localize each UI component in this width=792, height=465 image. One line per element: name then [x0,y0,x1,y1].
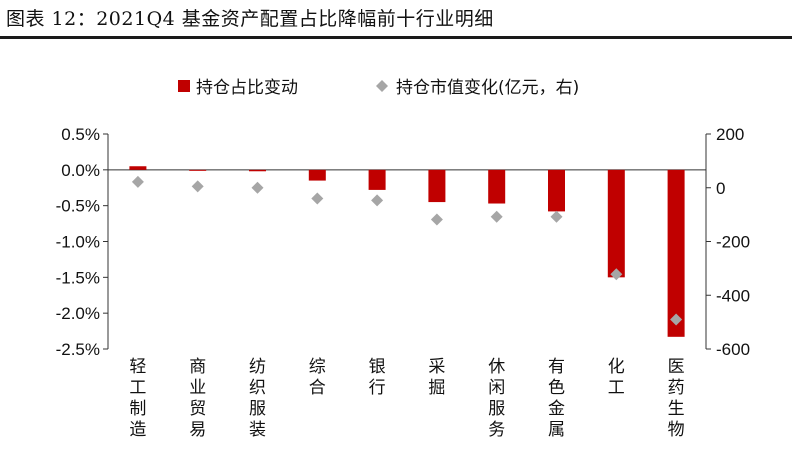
category-labels: 轻工制造 商业贸易 纺织服装 综合 银行 采掘 休闲服务 有色金属 化工 医药生物 [129,357,684,440]
bar [189,169,207,171]
title-rule [0,36,792,39]
bar [249,169,266,172]
legend: 持仓占比变动 持仓市值变化(亿元，右) [178,78,579,98]
marker-point [311,192,324,205]
left-tick-label: -2.0% [56,304,100,323]
category-label: 纺织服装 [249,357,266,440]
marker-point [490,210,503,223]
category-label: 商业贸易 [189,357,206,440]
bar-series [129,166,685,337]
bar [129,166,147,170]
category-label: 综合 [309,357,326,398]
bar [488,169,506,204]
legend-bar-label: 持仓占比变动 [196,78,298,98]
right-axis: 200 0 -200 -400 -600 [705,125,750,359]
marker-point [131,175,144,188]
right-tick-label: 0 [716,179,725,198]
left-axis: 0.5% 0.0% -0.5% -1.0% -1.5% -2.0% -2.5% [56,125,706,359]
left-tick-label: -1.5% [56,268,100,287]
left-tick-label: 0.0% [61,161,100,180]
bar [428,169,446,203]
marker-point [550,210,563,223]
category-label: 休闲服务 [488,357,505,440]
marker-series [131,175,683,326]
marker-point [251,181,264,194]
category-label: 轻工制造 [129,357,146,440]
figure-title: 图表 12：2021Q4 基金资产配置占比降幅前十行业明细 [6,8,494,30]
category-label: 化工 [608,357,625,398]
right-tick-label: -200 [716,233,750,252]
bar [548,169,565,212]
category-label: 医药生物 [668,357,685,440]
marker-point [191,180,204,193]
left-tick-label: -2.5% [56,340,100,359]
marker-point [371,194,384,207]
right-tick-label: -400 [716,286,750,305]
bar [368,169,386,190]
category-label: 有色金属 [548,357,565,440]
marker-point [430,213,443,226]
left-tick-label: -1.0% [56,233,100,252]
bar [667,169,685,337]
legend-bar-swatch [178,80,190,92]
category-label: 采掘 [428,357,445,398]
marker-point [670,313,683,326]
right-tick-label: -600 [716,340,750,359]
bar [607,169,625,278]
category-label: 银行 [369,357,386,398]
legend-marker-label: 持仓市值变化(亿元，右) [396,78,579,98]
marker-point [610,268,623,281]
legend-marker-swatch [376,80,388,92]
bar [308,169,326,181]
left-tick-label: 0.5% [61,125,100,144]
left-tick-label: -0.5% [56,197,100,216]
right-tick-label: 200 [716,125,744,144]
